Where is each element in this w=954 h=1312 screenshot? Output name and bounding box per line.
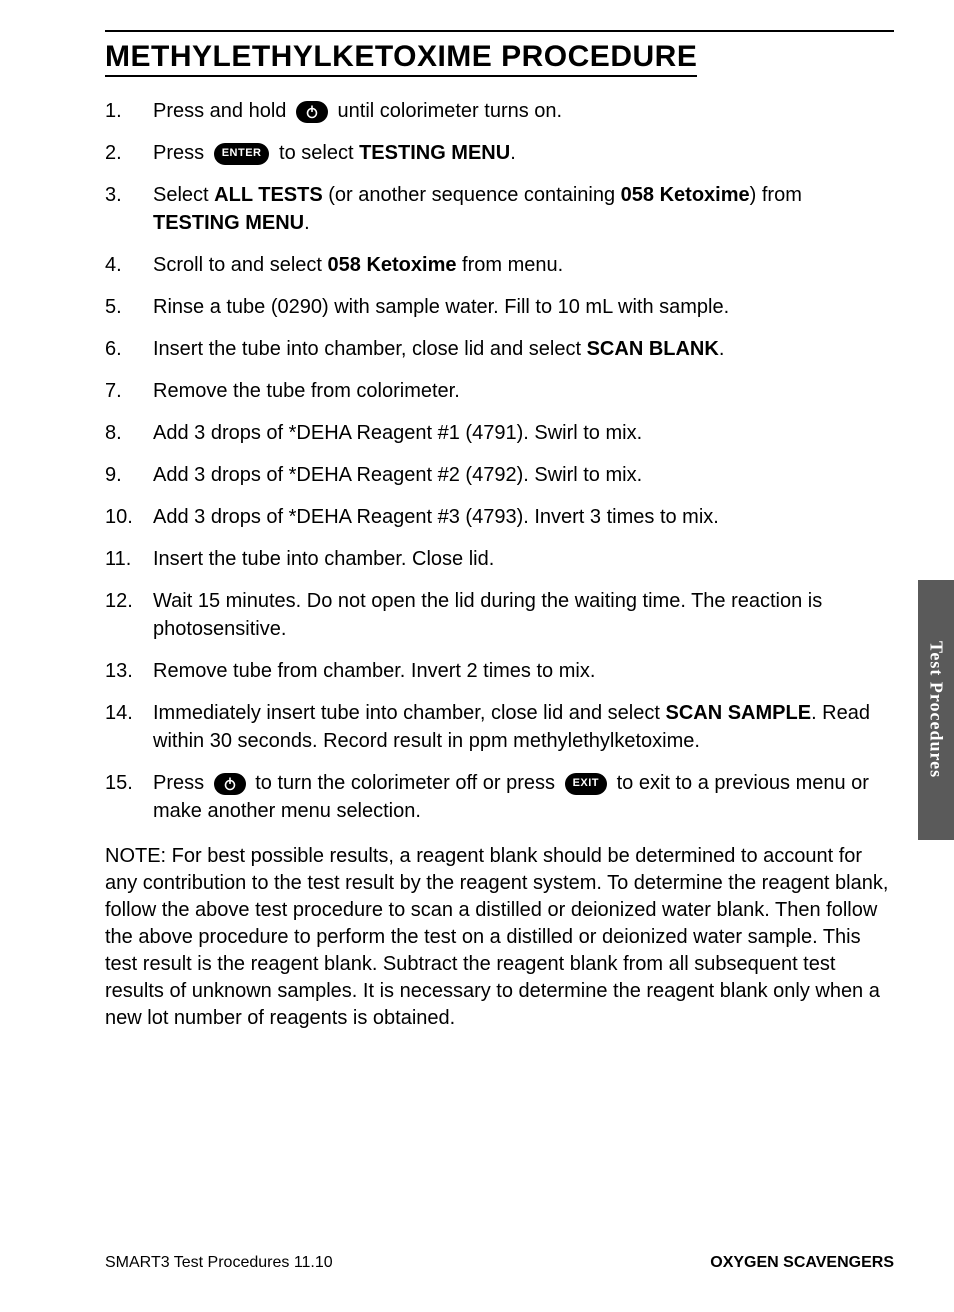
step-bold: SCAN BLANK	[587, 338, 719, 360]
step-14: Immediately insert tube into chamber, cl…	[105, 699, 894, 755]
power-icon	[214, 773, 246, 795]
step-8: Add 3 drops of *DEHA Reagent #1 (4791). …	[105, 419, 894, 447]
step-text: until colorimeter turns on.	[332, 100, 562, 122]
step-text: Select	[153, 184, 214, 206]
step-text: (or another sequence containing	[323, 184, 621, 206]
step-text: Press	[153, 772, 210, 794]
side-tab-label: Test Procedures	[926, 641, 947, 778]
step-2: Press ENTER to select TESTING MENU.	[105, 139, 894, 167]
exit-button-icon: EXIT	[565, 773, 607, 795]
step-text: ) from	[750, 184, 802, 206]
enter-button-icon: ENTER	[214, 143, 270, 165]
step-text: Press	[153, 142, 210, 164]
page-title: METHYLETHYLKETOXIME PROCEDURE	[105, 40, 697, 77]
step-text: .	[719, 338, 725, 360]
footer-left: SMART3 Test Procedures 11.10	[105, 1254, 333, 1272]
footer: SMART3 Test Procedures 11.10 OXYGEN SCAV…	[105, 1254, 894, 1272]
step-5: Rinse a tube (0290) with sample water. F…	[105, 293, 894, 321]
top-rule	[105, 30, 894, 32]
step-text: Insert the tube into chamber, close lid …	[153, 338, 587, 360]
step-bold: 058 Ketoxime	[621, 184, 750, 206]
step-1: Press and hold until colorimeter turns o…	[105, 97, 894, 125]
step-text: from menu.	[457, 254, 564, 276]
step-text: Press and hold	[153, 100, 292, 122]
step-text: Immediately insert tube into chamber, cl…	[153, 702, 665, 724]
step-12: Wait 15 minutes. Do not open the lid dur…	[105, 587, 894, 643]
step-bold: TESTING MENU	[359, 142, 510, 164]
step-13: Remove tube from chamber. Invert 2 times…	[105, 657, 894, 685]
power-icon	[296, 101, 328, 123]
step-bold: TESTING MENU	[153, 212, 304, 234]
step-4: Scroll to and select 058 Ketoxime from m…	[105, 251, 894, 279]
step-text: .	[510, 142, 516, 164]
step-9: Add 3 drops of *DEHA Reagent #2 (4792). …	[105, 461, 894, 489]
step-3: Select ALL TESTS (or another sequence co…	[105, 181, 894, 237]
step-bold: ALL TESTS	[214, 184, 323, 206]
step-text: Scroll to and select	[153, 254, 328, 276]
step-6: Insert the tube into chamber, close lid …	[105, 335, 894, 363]
footer-right: OXYGEN SCAVENGERS	[710, 1254, 894, 1272]
step-text: to select	[273, 142, 359, 164]
step-text: to turn the colorimeter off or press	[250, 772, 561, 794]
step-11: Insert the tube into chamber. Close lid.	[105, 545, 894, 573]
side-tab: Test Procedures	[918, 580, 954, 840]
step-7: Remove the tube from colorimeter.	[105, 377, 894, 405]
note-text: NOTE: For best possible results, a reage…	[105, 843, 894, 1032]
step-10: Add 3 drops of *DEHA Reagent #3 (4793). …	[105, 503, 894, 531]
procedure-list: Press and hold until colorimeter turns o…	[105, 97, 894, 825]
step-bold: 058 Ketoxime	[328, 254, 457, 276]
step-text: .	[304, 212, 310, 234]
step-bold: SCAN SAMPLE	[665, 702, 811, 724]
step-15: Press to turn the colorimeter off or pre…	[105, 769, 894, 825]
